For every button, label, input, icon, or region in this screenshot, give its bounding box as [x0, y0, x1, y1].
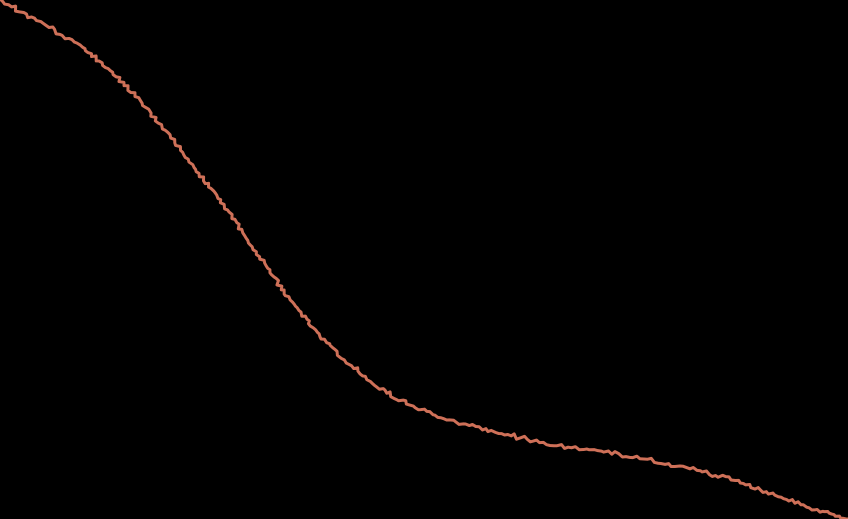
chart-svg [0, 0, 848, 519]
chart-background [0, 0, 848, 519]
line-chart [0, 0, 848, 519]
